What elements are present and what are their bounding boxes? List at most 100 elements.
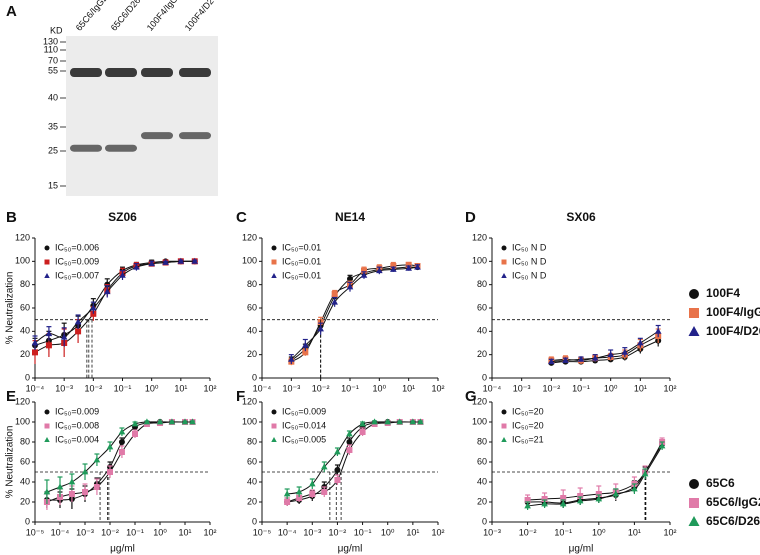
marker-triangle — [359, 420, 366, 427]
x-axis-label: μg/ml — [338, 544, 363, 555]
gel-band — [179, 68, 211, 78]
marker-square — [93, 484, 100, 490]
legend-label: 100F4/D265A — [706, 324, 760, 338]
marker-triangle — [93, 456, 101, 463]
marker-triangle — [641, 470, 649, 477]
curve — [291, 266, 418, 361]
y-tick-label: 120 — [242, 232, 257, 242]
marker-triangle — [390, 265, 397, 272]
marker-square — [284, 499, 291, 505]
x-tick-label: 10⁻³ — [513, 383, 531, 393]
marker-triangle — [346, 283, 354, 290]
marker-triangle — [576, 497, 584, 504]
y-tick-label: 0 — [25, 372, 30, 382]
marker-triangle — [320, 463, 328, 470]
y-tick-label: 60 — [477, 456, 487, 466]
x-tick-label: 10² — [431, 527, 444, 537]
panel-letter: C — [236, 209, 247, 226]
x-tick-label: 10⁻¹ — [126, 527, 144, 537]
marker-triangle — [417, 418, 424, 425]
gel-band — [70, 144, 102, 152]
x-tick-label: 10⁻¹ — [114, 383, 132, 393]
marker-triangle — [621, 348, 629, 355]
y-tick-label: 0 — [252, 516, 257, 526]
marker-triangle — [44, 273, 50, 278]
x-tick-label: 10⁻⁵ — [26, 527, 45, 537]
marker-square — [45, 342, 52, 349]
marker-triangle — [90, 304, 97, 311]
x-tick-label: 10¹ — [628, 527, 641, 537]
x-axis-label: μg/ml — [569, 544, 594, 555]
marker-triangle — [74, 318, 82, 325]
marker-circle — [347, 275, 353, 282]
marker-triangle — [562, 356, 569, 363]
marker-circle — [346, 439, 353, 445]
y-tick-label: 0 — [25, 516, 30, 526]
marker-triangle — [524, 502, 531, 509]
x-tick-label: 10⁻² — [542, 383, 560, 393]
legend-label: 100F4 — [706, 286, 740, 300]
panel-letter: B — [6, 209, 17, 226]
marker-triangle — [559, 500, 567, 507]
marker-triangle — [501, 273, 507, 278]
gel-unit: KD — [50, 25, 63, 35]
ic50-label: IC₅₀=21 — [512, 434, 544, 444]
x-tick-label: 10⁻⁴ — [51, 527, 70, 537]
panel-title: SZ06 — [108, 210, 137, 224]
x-tick-label: 10⁻³ — [483, 527, 501, 537]
marker-circle — [44, 245, 50, 251]
x-tick-label: 10⁻³ — [55, 383, 73, 393]
ic50-label: IC₅₀=0.004 — [55, 434, 99, 444]
marker-triangle — [346, 430, 353, 437]
ic50-label: IC₅₀ N D — [512, 270, 547, 280]
legend-label: 65C6/IgG2a — [706, 495, 760, 509]
gel-band — [70, 68, 102, 78]
marker-circle — [118, 439, 125, 445]
y-tick-label: 60 — [247, 456, 257, 466]
y-tick-label: 40 — [20, 326, 30, 336]
marker-triangle — [60, 333, 68, 340]
y-tick-label: 40 — [20, 476, 30, 486]
ic50-label: IC₅₀=0.009 — [55, 406, 99, 416]
marker-triangle — [331, 298, 338, 305]
y-tick-label: 100 — [242, 416, 257, 426]
marker-square — [577, 493, 584, 499]
marker-square — [271, 423, 277, 429]
marker-triangle — [288, 355, 295, 362]
marker-triangle — [607, 351, 614, 358]
marker-triangle — [302, 341, 309, 348]
x-tick-label: 10⁻³ — [76, 527, 94, 537]
marker-triangle — [162, 258, 169, 265]
panel-letter: E — [6, 388, 16, 405]
ic50-label: IC₅₀=0.008 — [55, 420, 99, 430]
y-tick-label: 80 — [20, 279, 30, 289]
marker-square — [44, 423, 50, 429]
y-tick-label: 80 — [477, 436, 487, 446]
marker-circle — [44, 409, 50, 415]
marker-triangle — [384, 418, 392, 425]
y-tick-label: 80 — [477, 279, 487, 289]
marker-square — [689, 308, 699, 318]
x-tick-label: 10⁻² — [101, 527, 119, 537]
lane-label: 100F4/D265A — [183, 0, 226, 33]
marker-circle — [271, 245, 277, 251]
x-tick-label: 10⁻¹ — [572, 383, 590, 393]
x-tick-label: 10¹ — [174, 383, 187, 393]
marker-circle — [271, 409, 277, 415]
x-tick-label: 10⁰ — [373, 383, 387, 393]
marker-triangle — [189, 418, 196, 425]
y-axis-label: % Neutralization — [5, 272, 16, 345]
marker-square — [118, 449, 125, 455]
y-tick-label: 100 — [15, 416, 30, 426]
x-axis-label: μg/ml — [110, 544, 135, 555]
marker-triangle — [591, 354, 599, 361]
marker-triangle — [295, 488, 303, 495]
y-tick-label: 0 — [252, 372, 257, 382]
y-tick-label: 20 — [20, 496, 30, 506]
x-tick-label: 10² — [203, 527, 216, 537]
ic50-label: IC₅₀=0.006 — [55, 242, 99, 252]
marker-triangle — [631, 485, 638, 492]
marker-square — [359, 429, 366, 435]
marker-triangle — [334, 448, 341, 455]
x-tick-label: 10⁻³ — [303, 527, 321, 537]
